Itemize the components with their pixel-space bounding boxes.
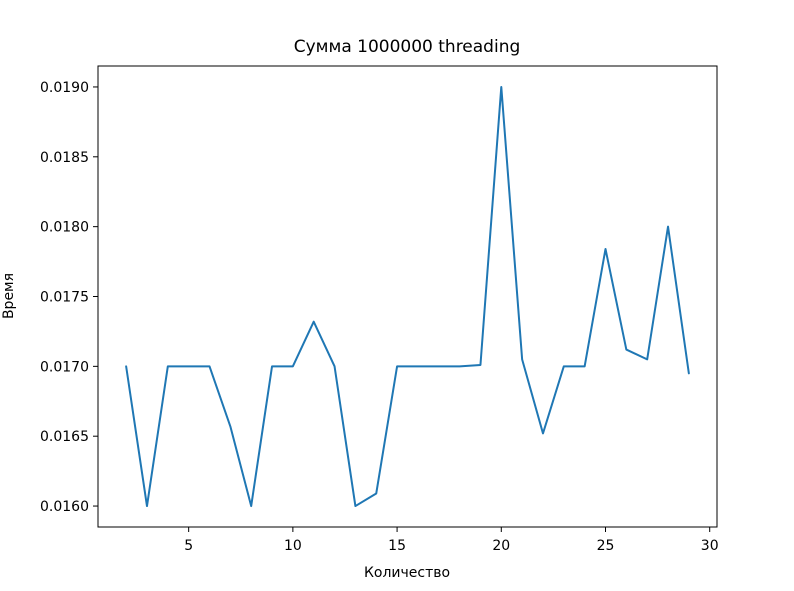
x-tick-label: 5 [184, 538, 193, 554]
plot-area: 5 10 15 20 25 30 0.0160 0.0165 0.0170 0.0175 0.018… [40, 65, 719, 554]
y-tick-label: 0.0165 [40, 429, 89, 445]
x-tick-label: 25 [597, 538, 615, 554]
plot-frame [97, 65, 718, 528]
y-tick-label: 0.0175 [40, 290, 89, 306]
x-tick-label: 15 [388, 538, 406, 554]
y-tick-label: 0.0170 [40, 359, 89, 375]
y-tick-label: 0.0160 [40, 499, 89, 515]
y-tick-label: 0.0185 [40, 150, 89, 166]
y-tick-label: 0.0190 [40, 80, 89, 96]
series-line [125, 85, 690, 508]
x-tick-label: 10 [284, 538, 302, 554]
x-axis-label: Количество [364, 565, 450, 581]
chart-title: Сумма 1000000 threading [294, 37, 521, 57]
y-axis-label: Время [1, 273, 17, 319]
x-tick-label: 20 [492, 538, 510, 554]
y-tick-label: 0.0180 [40, 220, 89, 236]
x-tick-label: 30 [701, 538, 719, 554]
